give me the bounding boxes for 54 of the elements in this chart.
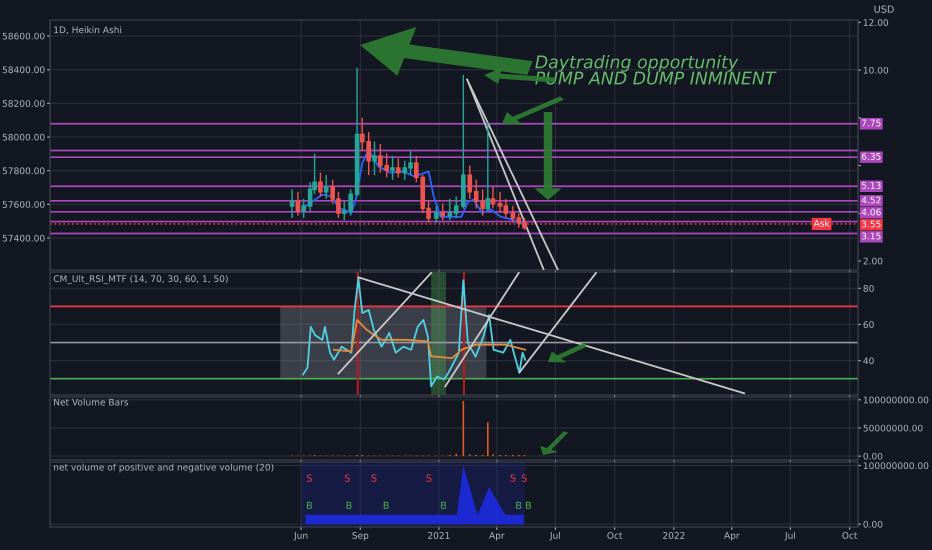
text: 1D, Heikin Ashi (54, 26, 122, 34)
annotation: S (426, 474, 432, 482)
y-tick-label: 57400.00 (2, 234, 45, 242)
x-tick-label: Apr (489, 532, 505, 541)
x-tick-label: Jul (784, 532, 795, 541)
annotation: S (510, 474, 516, 482)
annotation: Ask (814, 220, 830, 227)
x-tick-label: 2021 (428, 532, 450, 539)
annotation: B (306, 502, 312, 509)
y2-tick-label: 10.00 (864, 66, 888, 74)
annotation: B (346, 502, 352, 509)
y-tick-label: 58400.00 (2, 66, 45, 74)
x-tick-label: Oct (607, 532, 622, 539)
ref-line-label: 5.13 (862, 182, 881, 189)
ref-line-label: 4.52 (862, 196, 880, 204)
annotation: S (344, 474, 350, 482)
annotation: B (526, 502, 531, 509)
y-tick-label: 0.00 (863, 520, 882, 528)
y2-axis-title: USD (874, 5, 894, 13)
ref-line-label: 7.75 (862, 120, 881, 126)
annotation: S (522, 474, 527, 482)
x-tick-label: Oct (842, 532, 858, 539)
ref-line-label: 3.15 (862, 232, 881, 240)
y-tick-label: 80 (863, 285, 874, 292)
ref-line-label: 3.55 (862, 220, 881, 228)
annotation: Daytrading opportunity PUMP AND DUMP INMINENT (535, 55, 777, 85)
x-tick-label: Apr (724, 532, 740, 541)
y-tick-label: 58000.00 (2, 134, 45, 141)
y-tick-label: 0.00 (863, 452, 882, 460)
annotation: B (384, 502, 389, 509)
x-tick-label: Sep (352, 532, 368, 541)
annotation: B (516, 502, 522, 509)
x-tick-label: Jul (549, 532, 560, 541)
chart-title: Net Volume Bars (54, 398, 128, 406)
chart-title: CM_Ult_RSI_MTF (14, 70, 30, 60, 1, 50) (54, 275, 228, 284)
annotation: B (441, 502, 446, 509)
y-tick-label: 57800.00 (2, 167, 45, 174)
y-tick-label: 100000000.00 (864, 396, 928, 404)
x-tick-label: 2022 (663, 532, 684, 539)
y-tick-label: 100000000.00 (864, 462, 928, 470)
y-tick-label: 60 (863, 321, 874, 328)
y-tick-label: 50000000.00 (864, 424, 923, 432)
y2-tick-label: 12.00 (864, 19, 888, 26)
annotation: S (306, 474, 312, 482)
chart-title: net volume of positive and negative volume (20) (54, 464, 274, 472)
y-tick-label: 40 (863, 357, 874, 364)
y-tick-label: 58600.00 (2, 32, 45, 40)
y2-tick-label: 2.00 (864, 258, 882, 264)
ref-line-label: 6.35 (862, 152, 881, 160)
y-tick-label: 57600.00 (2, 201, 45, 208)
x-tick-label: Jun (294, 532, 308, 541)
annotation: S (372, 474, 377, 482)
ref-line-label: 4.06 (862, 208, 881, 216)
y-tick-label: 58200.00 (2, 100, 45, 107)
